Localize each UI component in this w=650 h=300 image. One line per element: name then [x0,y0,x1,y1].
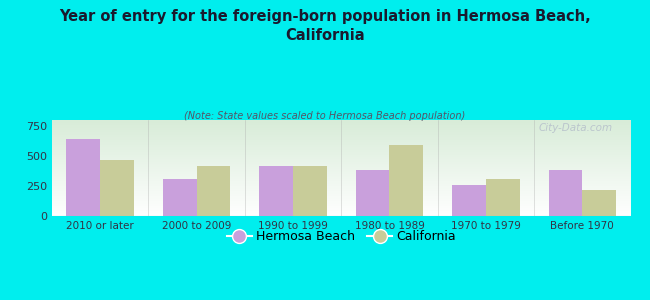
Bar [389,145,423,216]
Legend: Hermosa Beach, California: Hermosa Beach, California [222,225,461,248]
Text: City-Data.com: City-Data.com [539,123,613,133]
Bar [196,166,230,216]
Bar [66,139,100,216]
Text: Year of entry for the foreign-born population in Hermosa Beach,
California: Year of entry for the foreign-born popul… [59,9,591,43]
Bar [100,160,134,216]
Bar [486,179,519,216]
Bar [259,166,293,216]
Text: (Note: State values scaled to Hermosa Beach population): (Note: State values scaled to Hermosa Be… [185,111,465,121]
Bar [549,170,582,216]
Bar [293,166,327,216]
Bar [356,170,389,216]
Bar [163,179,196,216]
Bar [582,190,616,216]
Bar [452,185,486,216]
